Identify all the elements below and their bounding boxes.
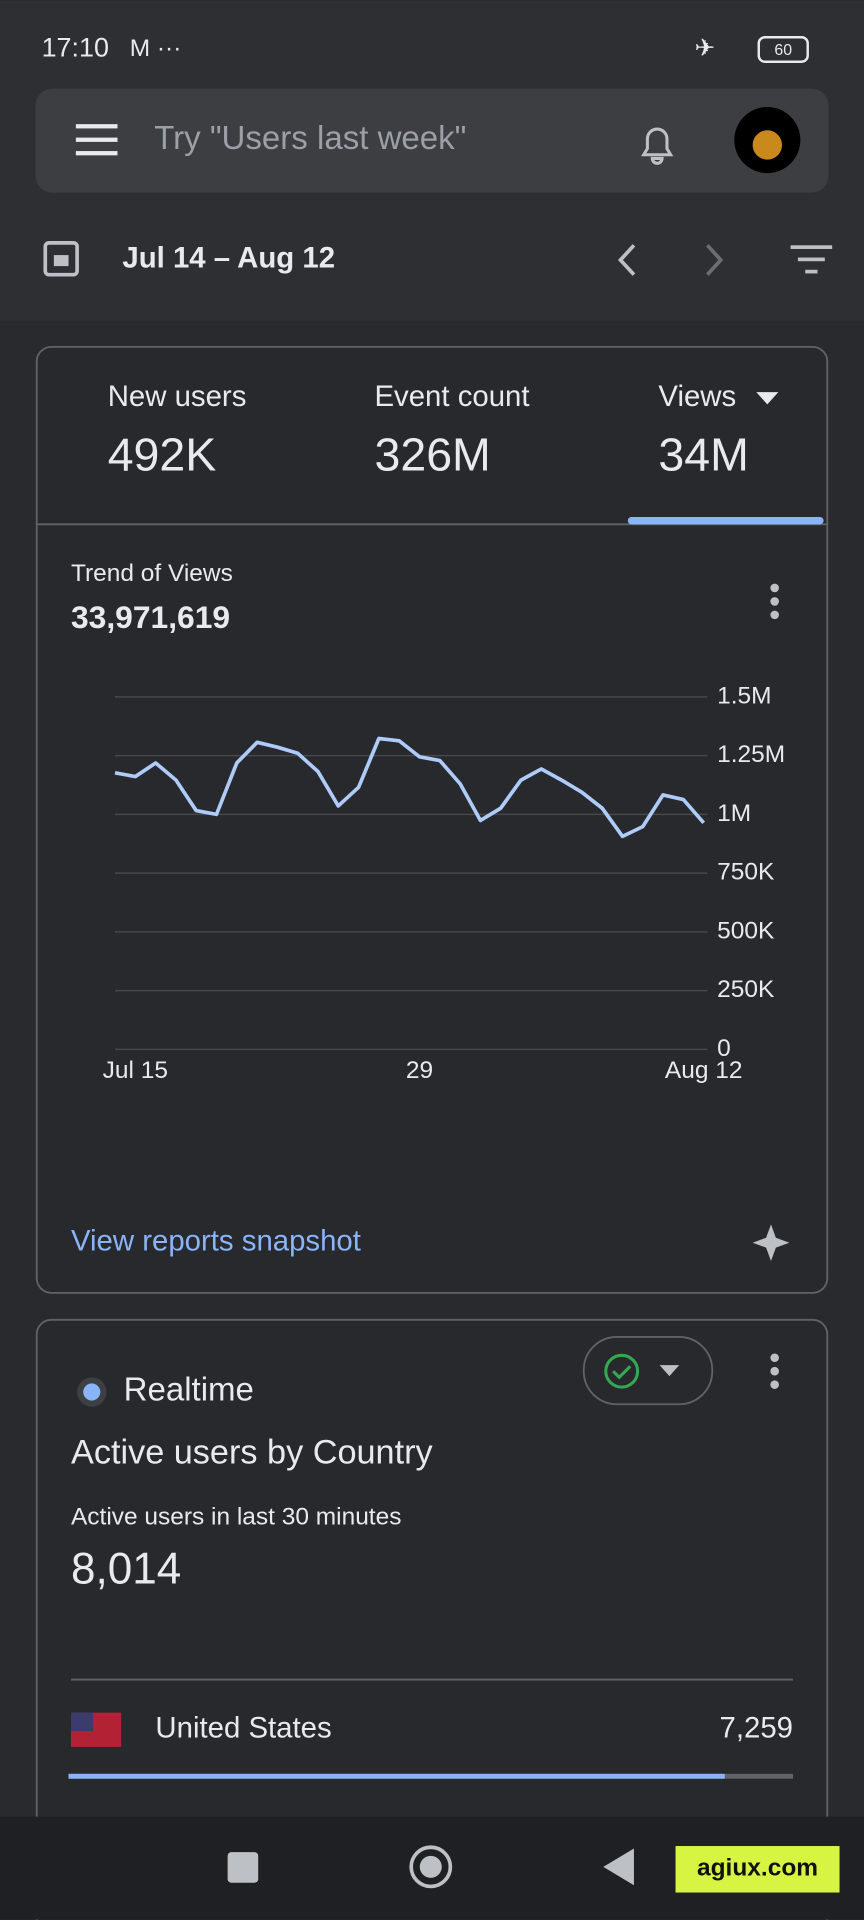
chip-dropdown xyxy=(659,1365,680,1377)
realtime-dot xyxy=(83,1383,101,1401)
battery xyxy=(757,36,809,63)
insights-icon[interactable] xyxy=(752,1224,790,1262)
calendar-icon-inner xyxy=(53,255,69,267)
metric-label[interactable]: Event count xyxy=(374,380,529,413)
home-button-inner xyxy=(419,1855,442,1878)
chart-title: Trend of Views xyxy=(71,560,233,587)
realtime-total: 8,014 xyxy=(71,1545,181,1594)
prev-button[interactable] xyxy=(617,244,636,276)
status-chip[interactable] xyxy=(582,1336,714,1406)
realtime-card xyxy=(35,1318,829,1920)
metric-dropdown[interactable] xyxy=(756,392,779,405)
country-value: 7,259 xyxy=(720,1712,793,1745)
next-button[interactable] xyxy=(706,244,724,276)
clock: 17:10 xyxy=(42,33,109,63)
home-button[interactable] xyxy=(409,1845,453,1889)
x-tick-label: 29 xyxy=(406,1057,433,1084)
status-check xyxy=(604,1353,640,1389)
calendar-icon[interactable] xyxy=(43,241,79,277)
realtime-more[interactable] xyxy=(770,1353,779,1389)
y-tick-label: 0 xyxy=(717,1035,731,1062)
menu-icon[interactable] xyxy=(75,124,118,156)
trend-line xyxy=(114,736,706,839)
y-tick-label: 1.25M xyxy=(717,741,785,768)
y-tick-label: 750K xyxy=(717,859,775,886)
filter-button[interactable] xyxy=(790,245,833,274)
metric-value: 492K xyxy=(108,429,217,481)
status-check-mark xyxy=(612,1365,632,1380)
date-range[interactable]: Jul 14 – Aug 12 xyxy=(122,242,335,275)
mail-icon: M ··· xyxy=(130,35,182,62)
metric-value: 326M xyxy=(374,429,490,481)
more-menu[interactable] xyxy=(770,583,779,620)
metric-label[interactable]: Views xyxy=(658,380,736,413)
selected-tab-indicator xyxy=(627,516,824,525)
notifications[interactable] xyxy=(641,127,674,165)
watermark-text: agiux.com xyxy=(697,1855,818,1882)
y-tick-label: 1M xyxy=(717,800,751,827)
status-icons: ✈ xyxy=(695,35,716,62)
realtime-title: Active users by Country xyxy=(71,1433,434,1471)
x-tick-label: Aug 12 xyxy=(665,1057,743,1084)
country-bar xyxy=(68,1773,725,1779)
snapshot-link[interactable]: View reports snapshot xyxy=(71,1224,361,1257)
back-button[interactable] xyxy=(603,1848,634,1886)
y-tick-label: 1.5M xyxy=(717,682,771,709)
search-placeholder: Try "Users last week" xyxy=(154,120,466,157)
battery-level: 60 xyxy=(774,42,792,59)
y-tick-label: 500K xyxy=(717,917,775,944)
avatar-image xyxy=(752,130,783,160)
realtime-subtitle: Active users in last 30 minutes xyxy=(71,1504,401,1531)
realtime-badge: Realtime xyxy=(124,1372,254,1409)
x-tick-label: Jul 15 xyxy=(103,1057,168,1084)
chart-total: 33,971,619 xyxy=(71,599,230,635)
flag-canton xyxy=(70,1712,94,1731)
metric-label[interactable]: New users xyxy=(108,380,247,413)
overview-card xyxy=(35,345,829,1294)
metric-value: 34M xyxy=(658,429,748,481)
search-bar[interactable] xyxy=(35,88,829,193)
country-name: United States xyxy=(155,1712,331,1745)
watermark-badge xyxy=(675,1846,840,1893)
recents-button[interactable] xyxy=(227,1852,259,1883)
y-tick-label: 250K xyxy=(717,976,775,1003)
